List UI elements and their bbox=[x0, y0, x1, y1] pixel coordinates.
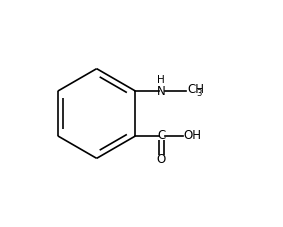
Text: H: H bbox=[157, 75, 165, 85]
Text: N: N bbox=[157, 85, 166, 98]
Text: C: C bbox=[157, 129, 165, 142]
Text: OH: OH bbox=[184, 129, 202, 142]
Text: CH: CH bbox=[187, 84, 204, 96]
Text: O: O bbox=[157, 153, 166, 166]
Text: 3: 3 bbox=[196, 89, 202, 98]
